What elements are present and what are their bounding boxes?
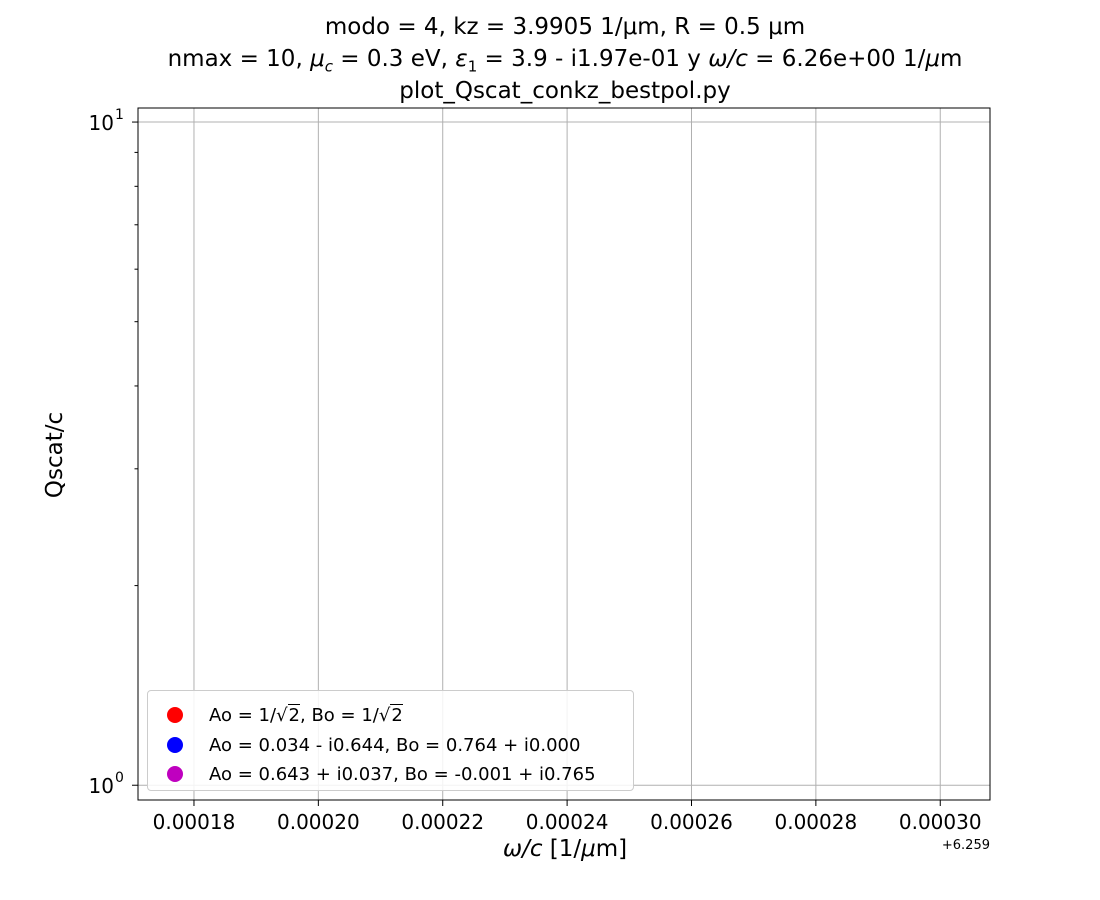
y-tick-label: 10 [89, 111, 114, 135]
legend-part: , Bo = 1/ [300, 704, 379, 726]
x-label-part: m] [595, 836, 628, 862]
x-tick-label: 0.00024 [526, 810, 609, 834]
title-part: ε [455, 46, 468, 72]
chart-title-line-3: plot_Qscat_conkz_bestpol.py [399, 78, 731, 104]
legend-marker-red [167, 707, 183, 723]
title-part: m [940, 46, 963, 72]
grid [138, 108, 990, 800]
y-tick-label: 10 [89, 774, 114, 798]
sqrt-symbol: √2 [378, 703, 403, 726]
legend-marker-blue [167, 737, 183, 753]
x-tick-label: 0.00028 [775, 810, 858, 834]
root-glyph: √ [378, 704, 391, 726]
x-label-part: μ [581, 836, 596, 862]
axes-frame [137, 107, 991, 801]
title-part: = 0.3 eV, [332, 46, 456, 72]
x-tick-label: 0.00018 [153, 810, 236, 834]
radicand: 2 [287, 703, 300, 726]
radicand: 2 [390, 703, 403, 726]
x-tick-label: 0.00020 [277, 810, 360, 834]
title-part: μ [925, 46, 940, 72]
x-axis-label: ω/c [1/μm] [0, 836, 1100, 862]
x-tick-label: 0.00026 [650, 810, 733, 834]
legend-label-2: Ao = 0.643 + i0.037, Bo = -0.001 + i0.76… [209, 763, 596, 785]
x-tick-label: 0.00022 [401, 810, 484, 834]
legend-label-0: Ao = 1/√2, Bo = 1/√2 [209, 703, 403, 726]
x-offset-label: +6.259 [942, 838, 990, 853]
title-part: 1 [467, 57, 478, 76]
sqrt-symbol: √2 [276, 703, 300, 726]
x-tick-label: 0.00030 [899, 810, 982, 834]
title-part: nmax = 10, [167, 46, 311, 72]
legend-marker-magenta [167, 766, 183, 782]
ticks: 0.00018 0.00020 0.00022 0.00024 0.00026 0.000… [89, 107, 982, 834]
y-tick-label-exponent: 0 [115, 770, 124, 786]
x-label-part: ω/c [502, 836, 543, 862]
root-glyph: √ [276, 704, 288, 726]
title-part: μ [310, 46, 325, 72]
title-part: c [324, 57, 333, 76]
x-label-part: [1/ [542, 836, 582, 862]
chart-title-line-2: nmax = 10, μc = 0.3 eV, ε1 = 3.9 - i1.97… [0, 46, 1100, 76]
legend-label-1: Ao = 0.034 - i0.644, Bo = 0.764 + i0.000 [209, 734, 581, 756]
legend: Ao = 1/√2, Bo = 1/√2 Ao = 0.034 - i0.644… [147, 690, 634, 791]
title-part: = 6.26e+00 1/ [747, 46, 926, 72]
y-axis-label: Qscat/c [42, 411, 68, 499]
title-part: = 3.9 - i1.97e-01 y [477, 46, 709, 72]
title-part: ω/c [708, 46, 748, 72]
y-tick-label-exponent: 1 [115, 107, 124, 123]
legend-part: Ao = 1/ [209, 704, 277, 726]
chart-title-line-1: modo = 4, kz = 3.9905 1/μm, R = 0.5 μm [324, 14, 806, 40]
